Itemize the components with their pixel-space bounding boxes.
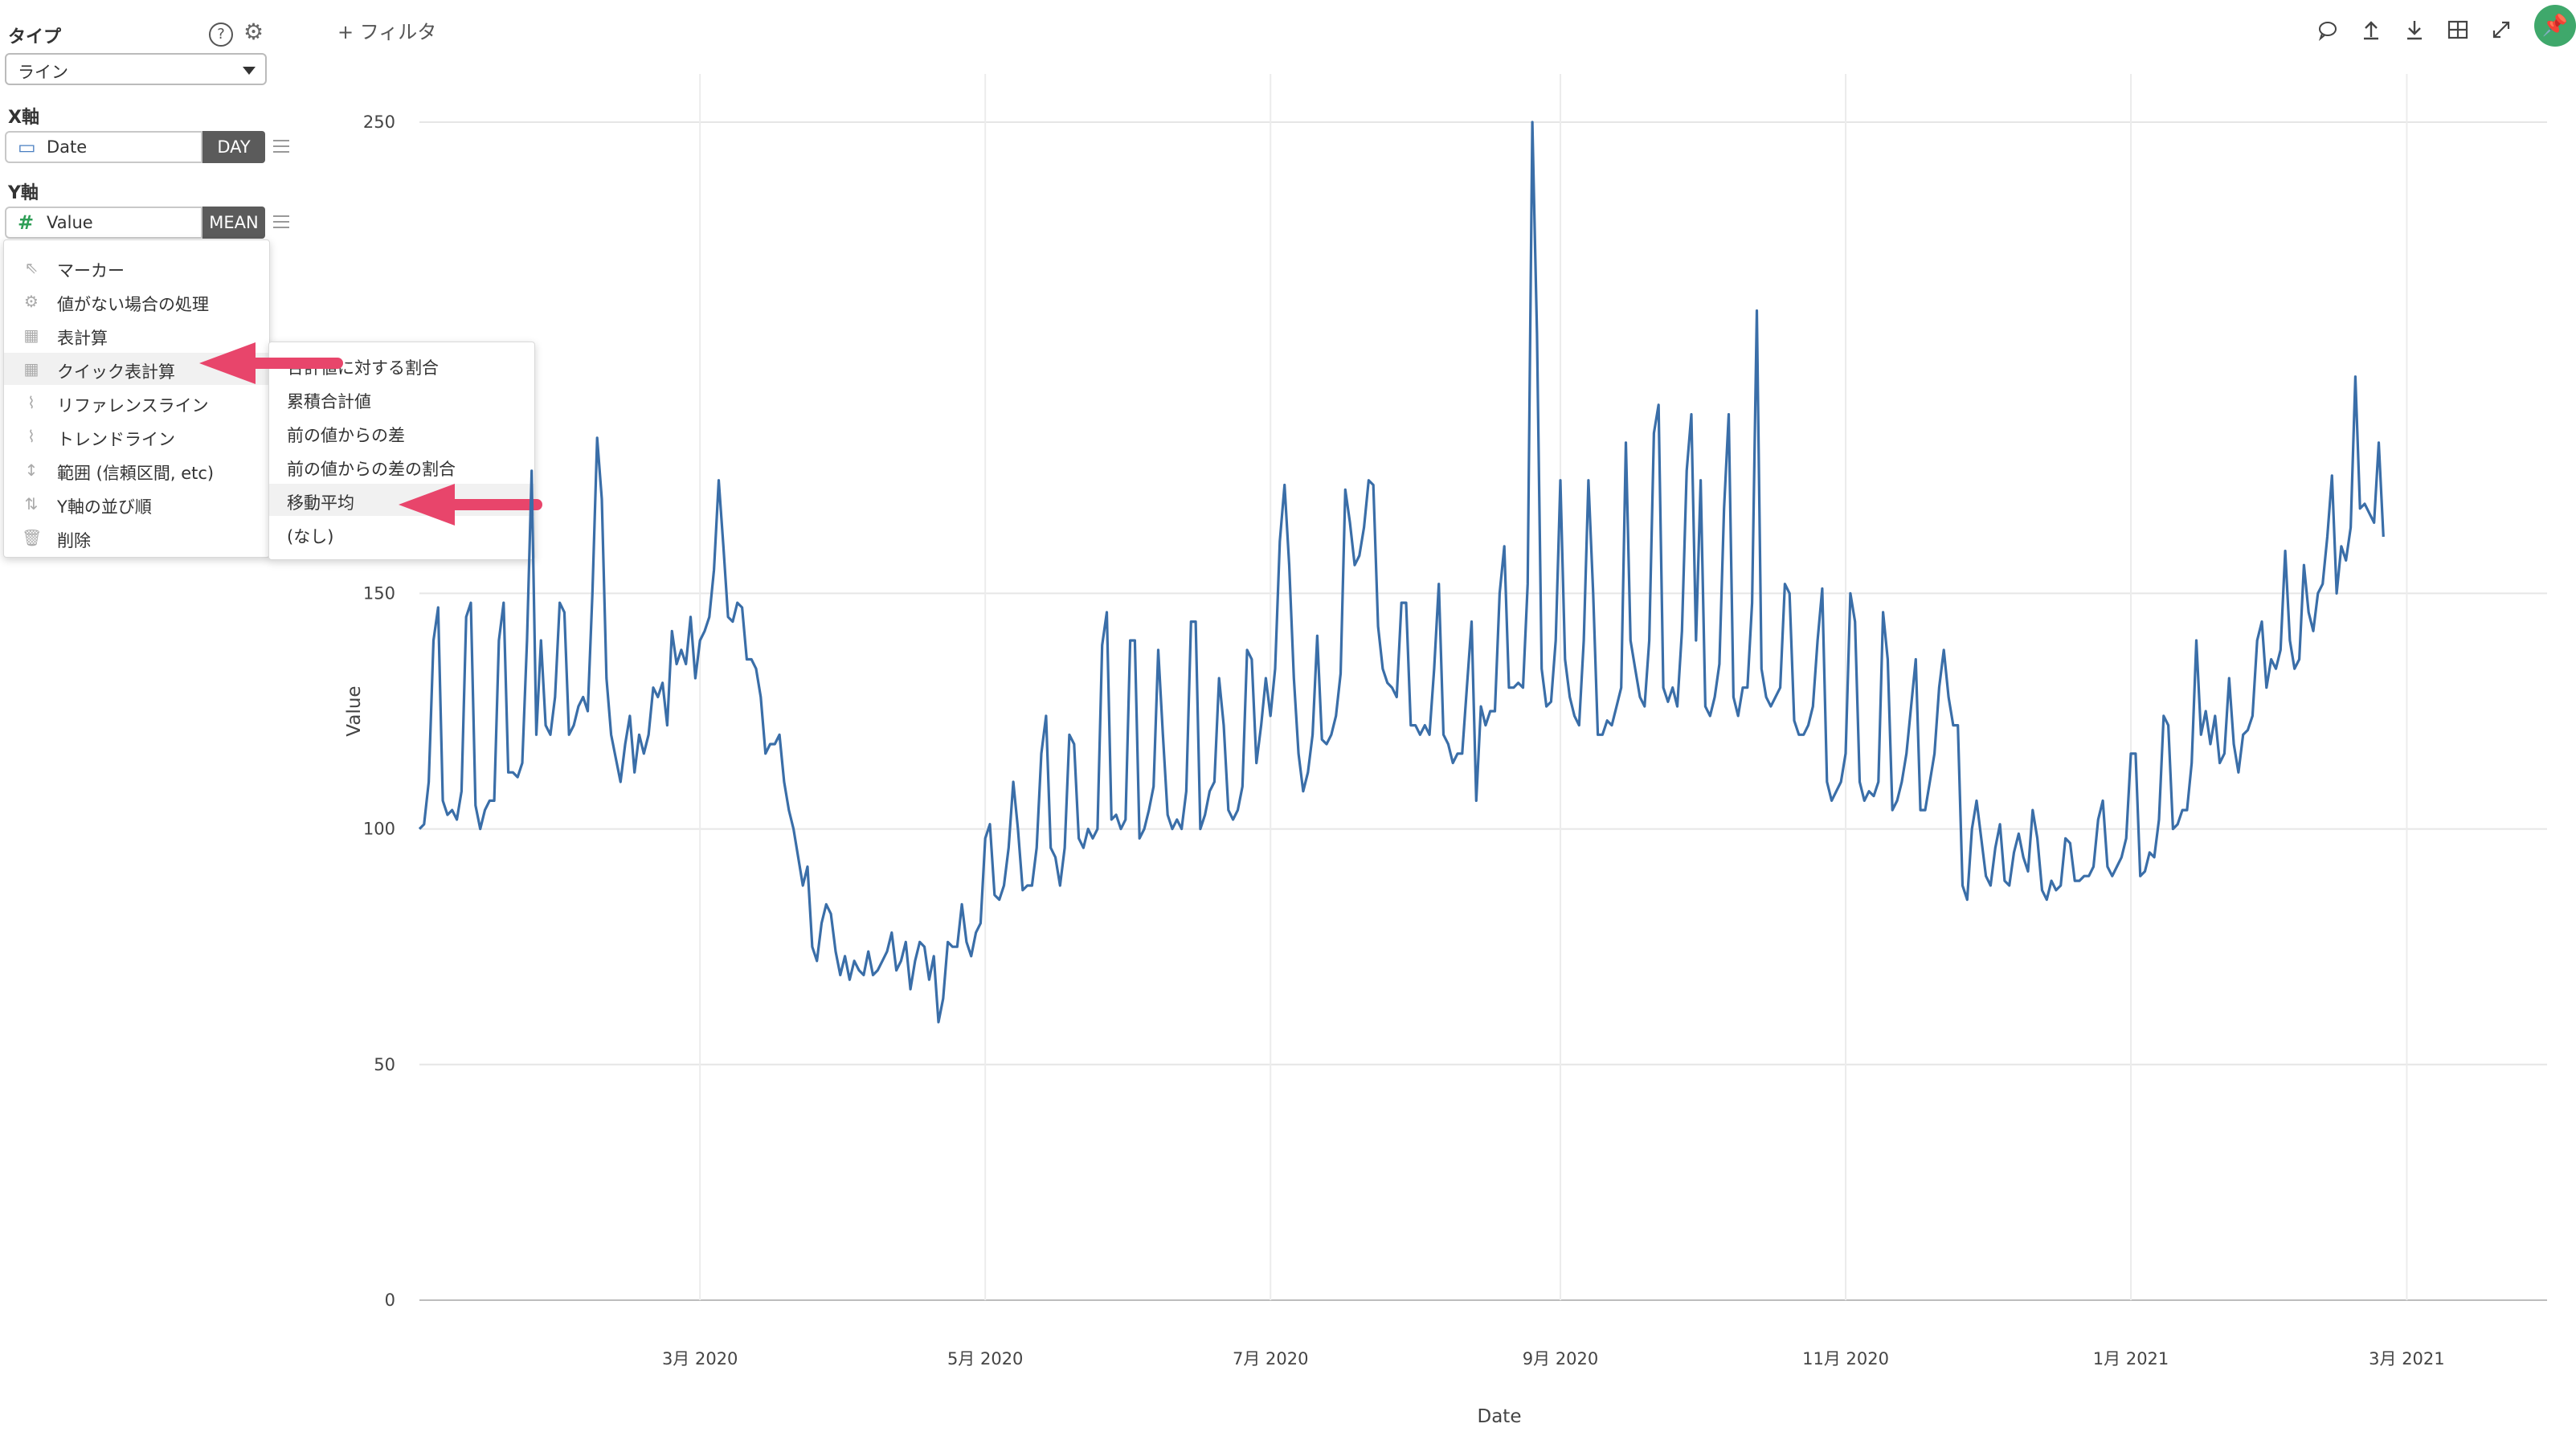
menu-item-reference-line[interactable]: ⌇ リファレンスライン: [4, 387, 269, 419]
trend-line-icon: ⌇: [27, 427, 35, 446]
menu-item-trend-line[interactable]: ⌇ トレンドライン: [4, 420, 269, 452]
chevron-down-icon: [243, 67, 256, 75]
range-icon: ↕: [24, 460, 39, 480]
sort-icon: ⇅: [24, 494, 39, 513]
y-axis-field-label: Value: [47, 213, 93, 232]
upload-icon[interactable]: [2357, 16, 2385, 43]
series-line: [418, 121, 2385, 1024]
x-tick-label: 5月 2020: [947, 1349, 1023, 1368]
y-axis-title: Y軸: [8, 183, 39, 203]
x-axis-label: Date: [1478, 1406, 1522, 1427]
cursor-icon: ⇖: [24, 258, 39, 277]
menu-item-table-calc[interactable]: ▦ 表計算: [4, 319, 269, 351]
submenu-item-percent-difference[interactable]: 前の値からの差の割合: [287, 460, 456, 479]
y-axis-field[interactable]: # Value: [5, 207, 202, 239]
y-axis-context-menu: ⇖ マーカー ⚙ 値がない場合の処理 ▦ 表計算 ▦ クイック表計算 ⌇ リファレンスライ…: [3, 239, 270, 558]
y-axis-aggregation-button[interactable]: MEAN: [202, 207, 265, 239]
menu-item-y-sort[interactable]: ⇅ Y軸の並び順: [4, 488, 269, 520]
y-axis-label: Value: [344, 685, 365, 736]
pin-icon[interactable]: 📌: [2534, 5, 2576, 47]
y-axis-menu-icon[interactable]: [273, 215, 289, 232]
gear-icon: ⚙: [24, 292, 39, 311]
expand-icon[interactable]: [2488, 16, 2515, 43]
annotation-arrow-moving-average: [399, 484, 542, 526]
x-tick-label: 9月 2020: [1523, 1349, 1598, 1368]
x-tick-label: 3月 2021: [2369, 1349, 2444, 1368]
menu-item-marker[interactable]: ⇖ マーカー: [4, 252, 269, 284]
x-axis-field-label: Date: [47, 137, 88, 157]
table-icon[interactable]: [2444, 16, 2472, 43]
x-tick-label: 1月 2021: [2093, 1349, 2169, 1368]
chart-type-value: ライン: [18, 63, 68, 82]
quick-table-calc-submenu: 合計値に対する割合 累積合計値 前の値からの差 前の値からの差の割合 移動平均 …: [268, 342, 535, 560]
calendar-icon: ▭: [18, 136, 36, 158]
table-icon: ▦: [23, 325, 39, 345]
submenu-item-difference[interactable]: 前の値からの差: [287, 426, 405, 445]
y-tick-label: 150: [363, 583, 395, 603]
x-axis-field[interactable]: ▭ Date: [5, 131, 202, 163]
table-icon: ▦: [23, 359, 39, 378]
chart-type-select[interactable]: ライン: [5, 53, 267, 85]
trash-icon: 🗑: [22, 528, 43, 547]
comment-icon[interactable]: [2314, 16, 2341, 43]
submenu-item-running-total[interactable]: 累積合計値: [287, 392, 371, 411]
help-icon[interactable]: ?: [209, 22, 233, 47]
menu-item-delete[interactable]: 🗑 削除: [22, 528, 91, 550]
x-tick-label: 7月 2020: [1233, 1349, 1308, 1368]
x-axis-aggregation-button[interactable]: DAY: [202, 131, 265, 163]
y-tick-label: 250: [363, 112, 395, 132]
gear-icon[interactable]: ⚙: [243, 18, 264, 45]
hash-icon: #: [18, 211, 35, 234]
download-icon[interactable]: [2401, 16, 2428, 43]
x-axis-menu-icon[interactable]: [273, 140, 289, 157]
menu-item-range[interactable]: ↕ 範囲 (信頼区間, etc): [4, 454, 269, 486]
annotation-arrow-quick-calc: [199, 342, 343, 384]
add-filter-button[interactable]: + フィルタ: [337, 21, 437, 43]
menu-item-missing-values[interactable]: ⚙ 値がない場合の処理: [4, 285, 269, 317]
x-axis-title: X軸: [8, 108, 39, 128]
x-tick-label: 3月 2020: [662, 1349, 738, 1368]
y-tick-label: 100: [363, 820, 395, 839]
type-section-title: タイプ: [8, 27, 62, 47]
y-tick-label: 0: [385, 1291, 395, 1310]
x-tick-label: 11月 2020: [1802, 1349, 1889, 1368]
y-tick-label: 50: [374, 1055, 395, 1074]
submenu-item-none[interactable]: (なし): [287, 527, 334, 546]
reference-line-icon: ⌇: [27, 393, 35, 412]
